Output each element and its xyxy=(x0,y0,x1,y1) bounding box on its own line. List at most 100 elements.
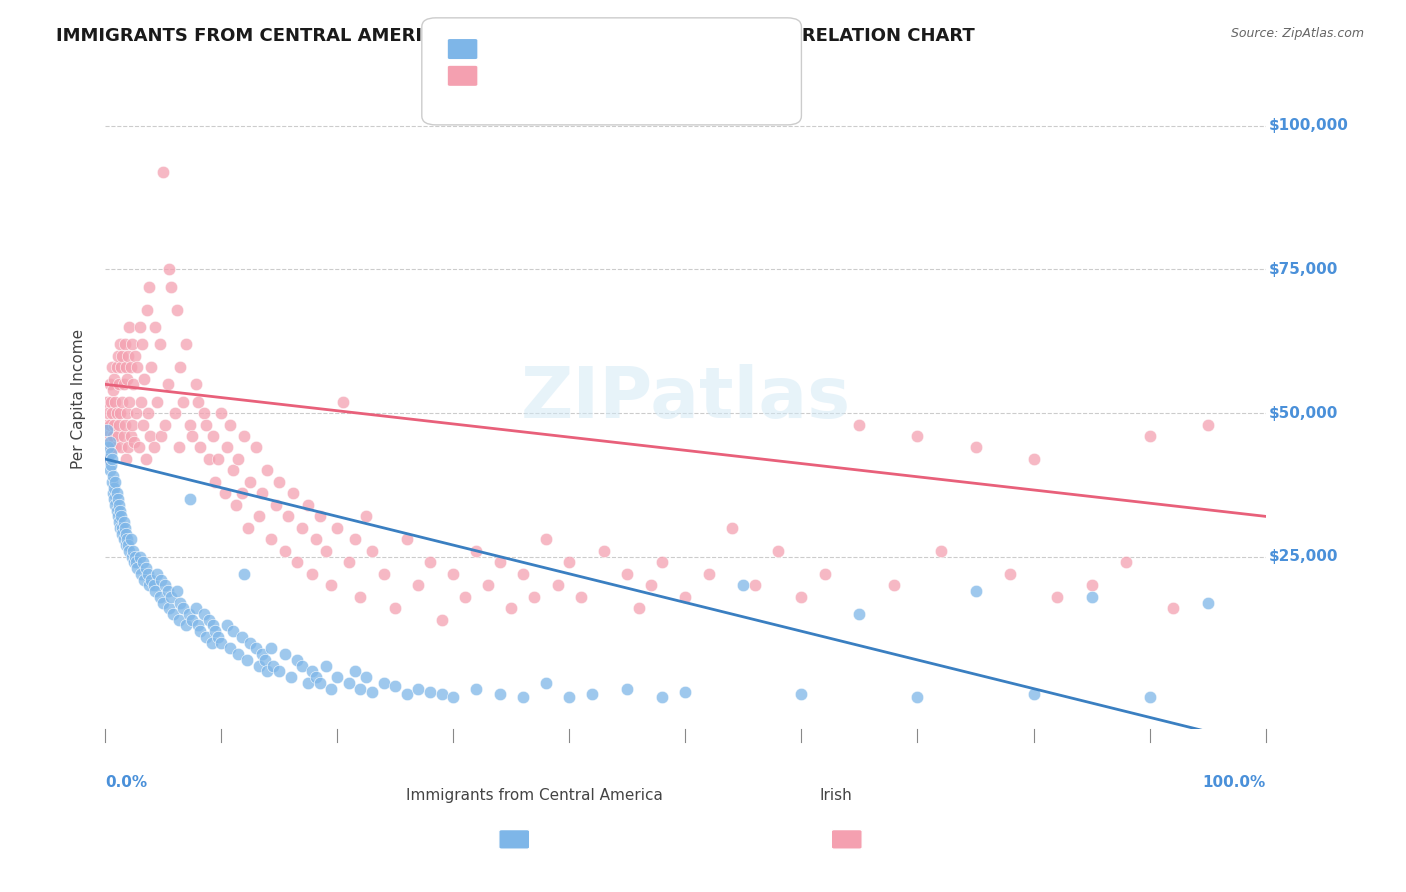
Point xyxy=(101,406,124,420)
Point xyxy=(547,578,569,592)
Point xyxy=(285,653,308,667)
Point xyxy=(96,417,118,432)
Point xyxy=(188,624,211,639)
Point xyxy=(256,463,278,477)
Point xyxy=(107,492,129,507)
Point xyxy=(110,360,132,375)
Point xyxy=(354,670,377,684)
Point xyxy=(117,538,139,552)
Point xyxy=(233,429,256,443)
Point xyxy=(233,566,256,581)
Point xyxy=(97,406,120,420)
Point xyxy=(160,279,183,293)
Point xyxy=(108,521,131,535)
Point xyxy=(315,658,337,673)
Point xyxy=(744,578,766,592)
Point xyxy=(640,578,662,592)
Point xyxy=(720,521,742,535)
Point xyxy=(108,503,131,517)
Point xyxy=(104,441,127,455)
Point xyxy=(441,690,464,705)
Point xyxy=(121,544,143,558)
Point xyxy=(169,595,191,609)
Point xyxy=(225,498,247,512)
Point xyxy=(108,417,131,432)
Point xyxy=(673,590,696,604)
Point xyxy=(907,690,929,705)
Point xyxy=(488,687,510,701)
Point xyxy=(105,503,128,517)
Point xyxy=(166,584,188,599)
Point xyxy=(136,566,159,581)
Point xyxy=(965,584,987,599)
Text: IMMIGRANTS FROM CENTRAL AMERICA VS IRISH PER CAPITA INCOME CORRELATION CHART: IMMIGRANTS FROM CENTRAL AMERICA VS IRISH… xyxy=(56,27,974,45)
Point xyxy=(156,377,179,392)
Point xyxy=(125,406,148,420)
Point xyxy=(297,498,319,512)
Point xyxy=(148,590,170,604)
Point xyxy=(156,584,179,599)
Point xyxy=(247,509,270,524)
Point xyxy=(98,434,121,449)
Point xyxy=(848,417,870,432)
Point xyxy=(169,441,191,455)
Point xyxy=(148,337,170,351)
Point xyxy=(149,429,172,443)
Point xyxy=(166,302,188,317)
Point xyxy=(194,417,217,432)
Point xyxy=(245,441,267,455)
Point xyxy=(219,417,242,432)
Point xyxy=(301,566,323,581)
Point xyxy=(121,549,143,564)
Point xyxy=(101,360,124,375)
Point xyxy=(395,533,418,547)
Point xyxy=(97,452,120,467)
Point xyxy=(269,665,291,679)
Point xyxy=(121,417,143,432)
Point xyxy=(441,566,464,581)
Point xyxy=(124,549,146,564)
Point xyxy=(96,394,118,409)
Point xyxy=(321,681,343,696)
Point xyxy=(569,590,592,604)
Text: R = −0.858: R = −0.858 xyxy=(482,41,578,55)
Point xyxy=(115,526,138,541)
Point xyxy=(228,452,250,467)
Point xyxy=(250,647,273,661)
Point xyxy=(239,636,262,650)
Text: N = 137: N = 137 xyxy=(576,41,644,55)
Point xyxy=(501,601,523,615)
Point xyxy=(790,687,813,701)
Point xyxy=(143,584,166,599)
Point xyxy=(100,441,122,455)
Point xyxy=(733,578,755,592)
Point xyxy=(155,578,177,592)
Point xyxy=(103,371,125,385)
Point xyxy=(193,406,215,420)
Point xyxy=(108,498,131,512)
Point xyxy=(907,429,929,443)
Point xyxy=(174,337,197,351)
Point xyxy=(117,349,139,363)
Point xyxy=(107,509,129,524)
Point xyxy=(127,561,149,575)
Point xyxy=(790,590,813,604)
Point xyxy=(1139,429,1161,443)
Point xyxy=(98,377,121,392)
Point xyxy=(813,566,835,581)
Point xyxy=(231,630,253,644)
Point xyxy=(430,613,453,627)
Point xyxy=(291,658,314,673)
Point xyxy=(332,394,354,409)
Point xyxy=(198,613,221,627)
Point xyxy=(581,687,603,701)
Point xyxy=(395,687,418,701)
Text: Immigrants from Central America: Immigrants from Central America xyxy=(406,789,662,804)
Point xyxy=(297,676,319,690)
Text: R =: R = xyxy=(482,68,516,82)
Point xyxy=(308,509,330,524)
Point xyxy=(138,279,160,293)
Point xyxy=(627,601,650,615)
Point xyxy=(98,463,121,477)
Point xyxy=(188,441,211,455)
